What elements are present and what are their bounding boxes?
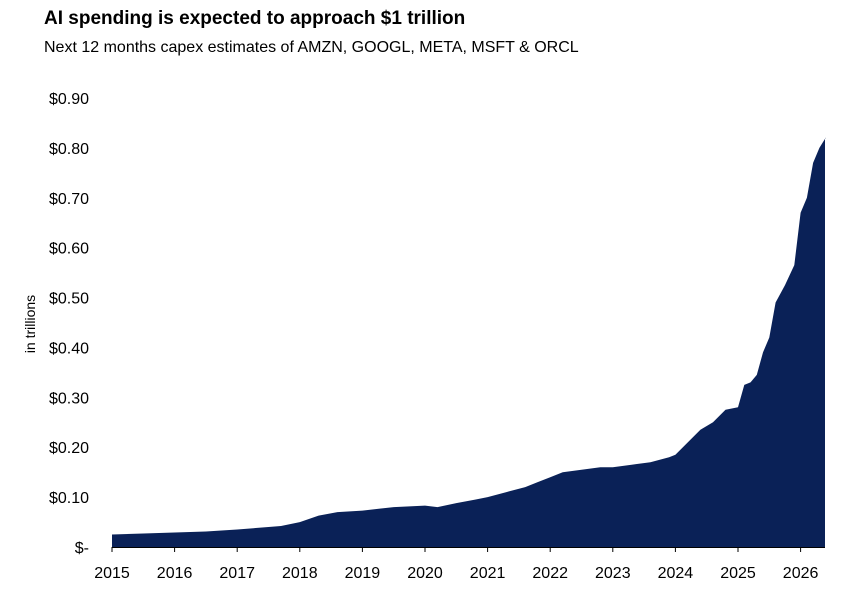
x-tick-label: 2026 [783, 565, 819, 582]
y-tick-label: $0.80 [49, 141, 89, 158]
y-tick-label: $0.20 [49, 440, 89, 457]
x-tick-label: 2020 [407, 565, 443, 582]
x-tick-label: 2024 [658, 565, 694, 582]
x-tick-label: 2015 [94, 565, 130, 582]
x-tick-label: 2016 [157, 565, 193, 582]
y-tick-label: $- [75, 540, 89, 557]
y-tick-label: $0.40 [49, 340, 89, 357]
x-tick-label: 2025 [720, 565, 756, 582]
x-tick-label: 2017 [219, 565, 255, 582]
x-tick-label: 2021 [470, 565, 506, 582]
y-tick-label: $0.50 [49, 291, 89, 308]
y-tick-label: $0.90 [49, 91, 89, 108]
y-tick-label: $0.70 [49, 191, 89, 208]
x-tick-label: 2019 [345, 565, 381, 582]
capex-area [112, 137, 826, 547]
chart-title: AI spending is expected to approach $1 t… [44, 8, 466, 29]
y-tick-label: $0.30 [49, 390, 89, 407]
y-tick-label: $0.10 [49, 490, 89, 507]
x-tick-label: 2023 [595, 565, 631, 582]
y-tick-label: $0.60 [49, 241, 89, 258]
x-tick-label: 2022 [532, 565, 568, 582]
x-tick-label: 2018 [282, 565, 318, 582]
chart-subtitle: Next 12 months capex estimates of AMZN, … [44, 39, 579, 56]
